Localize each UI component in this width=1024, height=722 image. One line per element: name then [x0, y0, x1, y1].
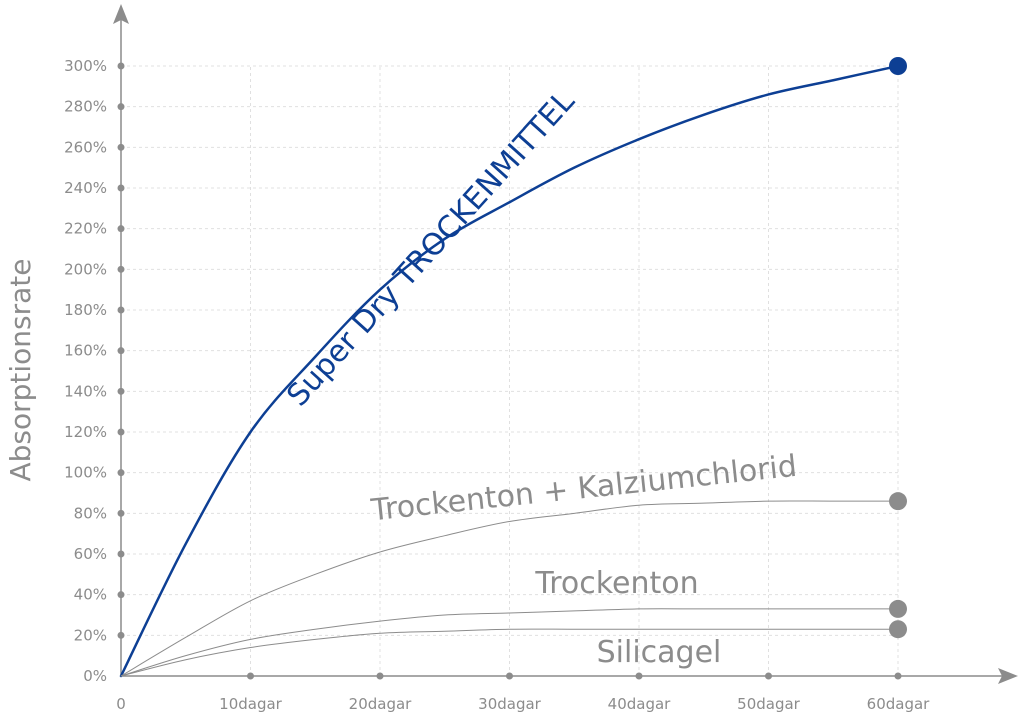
y-tick-label: 160% — [64, 342, 107, 360]
series-end-point — [889, 492, 907, 511]
y-tick-mark — [117, 62, 125, 70]
x-tick-label: 50dagar — [737, 695, 801, 713]
y-tick-mark — [117, 143, 125, 151]
x-tick-mark — [894, 672, 902, 680]
series-label: Super Dry TROCKENMITTEL — [280, 84, 582, 413]
y-tick-label: 200% — [64, 260, 107, 278]
y-tick-label: 80% — [74, 504, 107, 522]
x-tick-mark — [247, 672, 254, 680]
x-tick-mark — [376, 672, 384, 680]
y-tick-mark — [117, 184, 125, 192]
x-tick-mark — [635, 672, 643, 680]
y-tick-label: 180% — [64, 301, 107, 319]
y-tick-label: 140% — [64, 382, 107, 400]
series-line — [120, 608, 899, 677]
y-tick-label: 0% — [83, 667, 107, 685]
series-label: Silicagel — [597, 635, 722, 670]
x-axis-arrow-icon — [998, 668, 1018, 684]
y-tick-label: 20% — [74, 626, 107, 644]
series-end-point — [889, 57, 907, 75]
y-tick-mark — [117, 387, 125, 395]
series-line — [120, 500, 899, 677]
y-tick-mark — [117, 347, 125, 355]
y-tick-mark — [117, 631, 125, 639]
y-tick-label: 60% — [74, 545, 107, 563]
y-tick-mark — [117, 550, 125, 558]
y-tick-label: 260% — [64, 138, 107, 156]
x-tick-label: 0 — [116, 695, 126, 713]
series-label: Trockenton + Kalziumchlorid — [369, 449, 799, 529]
y-tick-mark — [117, 265, 125, 273]
y-tick-mark — [117, 428, 125, 436]
y-tick-mark — [117, 103, 125, 111]
y-axis-arrow-icon — [113, 4, 129, 24]
x-tick-label: 10dagar — [219, 695, 283, 713]
y-tick-mark — [117, 509, 125, 517]
y-tick-label: 240% — [64, 179, 107, 197]
y-tick-label: 100% — [64, 464, 107, 482]
series-end-point — [889, 599, 907, 618]
y-tick-label: 120% — [64, 423, 107, 441]
y-tick-mark — [117, 306, 125, 314]
y-tick-label: 220% — [64, 220, 107, 238]
x-tick-label: 20dagar — [349, 695, 413, 713]
x-tick-label: 30dagar — [478, 695, 542, 713]
series-label: Trockenton — [534, 566, 698, 601]
series-end-point — [889, 620, 907, 639]
series-line — [120, 628, 899, 677]
x-tick-label: 60dagar — [867, 695, 931, 713]
y-axis-label: Absorptionsrate — [4, 258, 37, 481]
ticks: 0% 20% 40% 60% 80% 100% 120% 140% 160% 180% 200% 22… — [64, 57, 930, 713]
y-tick-label: 300% — [64, 57, 107, 75]
y-tick-mark — [117, 469, 125, 477]
x-tick-label: 40dagar — [608, 695, 672, 713]
y-tick-mark — [117, 225, 125, 233]
series — [119, 57, 907, 678]
y-tick-mark — [117, 591, 125, 599]
series-line — [119, 64, 900, 678]
y-tick-label: 280% — [64, 98, 107, 116]
series-labels: Super Dry TROCKENMITTEL Trockenton + Kalz… — [280, 84, 798, 670]
x-tick-mark — [506, 672, 513, 680]
x-tick-mark — [765, 672, 772, 680]
y-tick-label: 40% — [74, 586, 107, 604]
axes — [113, 4, 1018, 684]
